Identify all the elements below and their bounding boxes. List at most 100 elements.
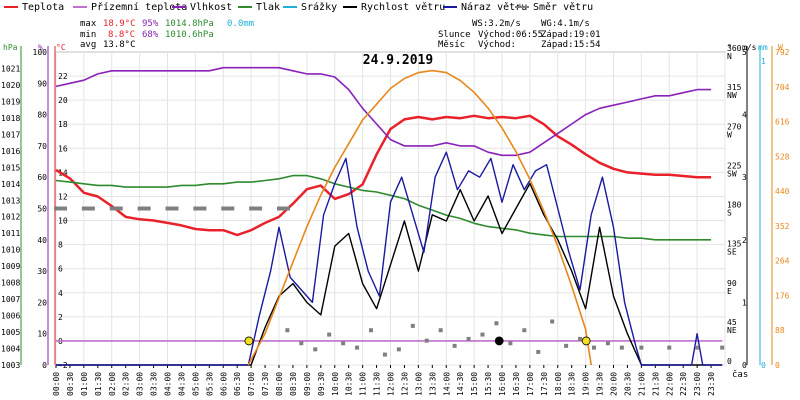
temperature-tick-label: 4 bbox=[58, 289, 63, 298]
wind-tick-label: 0 bbox=[742, 361, 747, 370]
x-tick-label: 10:00 bbox=[331, 372, 340, 396]
humidity-tick-label: 40 bbox=[37, 236, 47, 245]
x-tick-label: 19:30 bbox=[596, 372, 605, 396]
legend-swatch bbox=[283, 6, 297, 8]
series-point-smer-vetru bbox=[221, 206, 235, 211]
direction-tick-label: 135 bbox=[727, 240, 742, 249]
x-tick-label: 10:30 bbox=[345, 372, 354, 396]
x-tick-label: 02:00 bbox=[108, 372, 117, 396]
pressure-tick-label: 1016 bbox=[1, 147, 20, 156]
temperature-tick-label: 22 bbox=[58, 72, 68, 81]
legend-item-vlhkost: Vlhkost bbox=[172, 2, 232, 13]
series-point-smer-vetru bbox=[165, 206, 179, 211]
humidity-tick-label: 60 bbox=[37, 173, 47, 182]
x-tick-label: 00:30 bbox=[66, 372, 75, 396]
stats-max-pressure: 1014.8hPa bbox=[165, 19, 214, 29]
x-tick-label: 12:30 bbox=[400, 372, 409, 396]
humidity-tick-label: 100 bbox=[33, 48, 48, 57]
direction-tick-label: 225 bbox=[727, 161, 742, 170]
x-axis-label: čas bbox=[732, 369, 748, 380]
pressure-tick-label: 1007 bbox=[1, 295, 20, 304]
series-point-smer-vetru bbox=[355, 345, 360, 350]
x-tick-label: 03:30 bbox=[150, 372, 159, 396]
stats-min-humidity: 68% bbox=[142, 30, 159, 40]
humidity-tick-label: 50 bbox=[37, 205, 47, 214]
x-tick-label: 19:00 bbox=[582, 372, 591, 396]
stats-max-humidity: 95% bbox=[142, 19, 159, 29]
wind-tick-label: 3 bbox=[742, 173, 747, 182]
legend-swatch bbox=[172, 6, 186, 8]
direction-tick-compass: NW bbox=[727, 91, 737, 100]
x-tick-label: 20:30 bbox=[623, 372, 632, 396]
wind-tick-label: 2 bbox=[742, 236, 747, 245]
series-point-smer-vetru bbox=[396, 347, 401, 352]
series-line-rychlost-vetru bbox=[56, 182, 723, 366]
series-line-slunecni-zareni bbox=[247, 69, 592, 366]
x-tick-label: 16:30 bbox=[512, 372, 521, 396]
solar-tick-label: 704 bbox=[775, 83, 790, 92]
x-tick-label: 21:00 bbox=[637, 372, 646, 396]
series-point-smer-vetru bbox=[424, 338, 429, 343]
direction-tick-compass: N bbox=[727, 52, 732, 61]
humidity-tick-label: 80 bbox=[37, 111, 47, 120]
pressure-tick-label: 1009 bbox=[1, 262, 20, 271]
solar-tick-label: 792 bbox=[775, 48, 790, 57]
series-point-smer-vetru bbox=[494, 321, 499, 326]
sunset-info: Západ:19:01 bbox=[541, 30, 601, 40]
pressure-tick-label: 1014 bbox=[1, 180, 20, 189]
x-tick-label: 07:30 bbox=[261, 372, 270, 396]
series-point-smer-vetru bbox=[285, 328, 290, 333]
direction-tick-label: 45 bbox=[727, 318, 737, 327]
temperature-tick-label: 16 bbox=[58, 144, 68, 153]
humidity-tick-label: 20 bbox=[37, 298, 47, 307]
humidity-tick-label: 10 bbox=[37, 330, 47, 339]
x-tick-label: 06:00 bbox=[219, 372, 228, 396]
humidity-axis-unit: % bbox=[38, 43, 43, 52]
x-tick-label: 01:00 bbox=[80, 372, 89, 396]
temperature-tick-label: 20 bbox=[58, 96, 68, 105]
series-point-smer-vetru bbox=[564, 343, 569, 348]
legend-item-naraz-vetru: Náraz větru bbox=[443, 2, 527, 13]
direction-tick-label: 315 bbox=[727, 83, 742, 92]
x-tick-label: 23:00 bbox=[693, 372, 702, 396]
x-tick-label: 14:00 bbox=[442, 372, 451, 396]
series-point-smer-vetru bbox=[193, 206, 207, 211]
series-point-smer-vetru bbox=[137, 206, 151, 211]
series-point-smer-vetru bbox=[452, 343, 457, 348]
x-tick-label: 04:30 bbox=[177, 372, 186, 396]
legend-label: Vlhkost bbox=[190, 2, 233, 13]
pressure-tick-label: 1003 bbox=[1, 361, 20, 370]
legend-label: Teplota bbox=[22, 2, 65, 13]
solar-tick-label: 88 bbox=[775, 326, 785, 335]
legend-label: Přízemní teplota bbox=[91, 2, 188, 13]
solar-tick-label: 264 bbox=[775, 257, 790, 266]
series-point-smer-vetru bbox=[578, 336, 583, 341]
direction-tick-compass: S bbox=[727, 209, 732, 218]
stats-avg-row: avg 13.8°C bbox=[80, 40, 136, 50]
series-point-smer-vetru bbox=[382, 352, 387, 357]
sunrise-info: Východ:06:55 bbox=[478, 30, 544, 40]
x-tick-label: 07:00 bbox=[247, 372, 256, 396]
series-point-smer-vetru bbox=[466, 336, 471, 341]
legend-item-smer-vetru: Směr větru bbox=[515, 2, 593, 13]
solar-axis-unit: W bbox=[778, 43, 783, 52]
legend-label: Náraz větru bbox=[461, 2, 528, 13]
x-tick-label: 09:00 bbox=[303, 372, 312, 396]
pressure-tick-label: 1018 bbox=[1, 114, 20, 123]
stats-max-label: max bbox=[80, 19, 97, 29]
solar-tick-label: 616 bbox=[775, 118, 790, 127]
temperature-tick-label: 10 bbox=[58, 217, 68, 226]
chart-title: 24.9.2019 bbox=[363, 53, 433, 68]
series-point-smer-vetru bbox=[522, 328, 527, 333]
legend-swatch bbox=[73, 6, 87, 8]
temperature-tick-label: 12 bbox=[58, 192, 68, 201]
x-tick-label: 03:00 bbox=[136, 372, 145, 396]
x-tick-label: 08:30 bbox=[289, 372, 298, 396]
direction-tick-label: 180 bbox=[727, 201, 742, 210]
x-tick-label: 22:00 bbox=[665, 372, 674, 396]
series-line-teplota bbox=[55, 114, 712, 237]
x-tick-label: 15:30 bbox=[484, 372, 493, 396]
humidity-tick-label: 30 bbox=[37, 267, 47, 276]
solar-tick-label: 0 bbox=[775, 361, 780, 370]
